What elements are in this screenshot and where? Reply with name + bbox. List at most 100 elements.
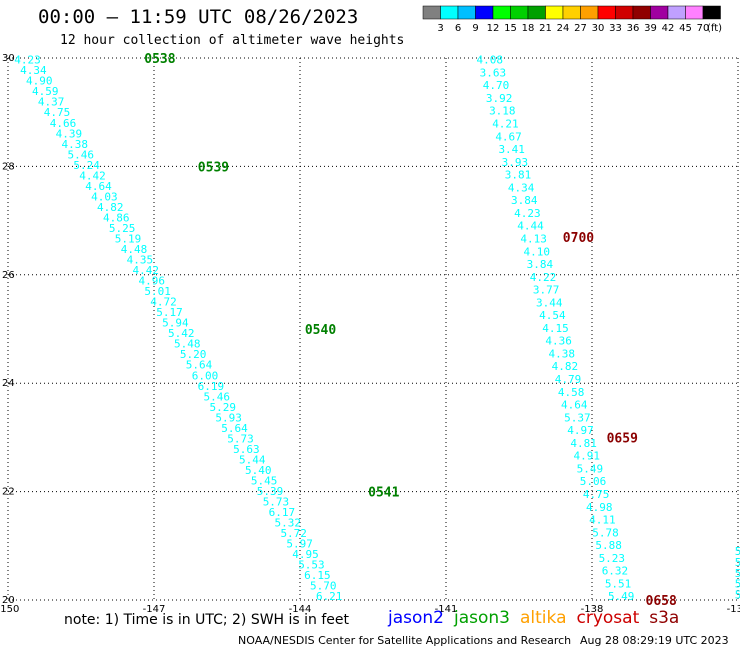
- colorbar-tick-label: 39: [644, 23, 657, 34]
- wave-height-point: 4.82: [97, 201, 124, 214]
- wave-height-point: 4.48: [121, 243, 148, 256]
- wave-height-point: 3.92: [486, 92, 513, 105]
- pass-time-label: 0539: [198, 160, 229, 175]
- wave-height-point: 3.41: [498, 143, 525, 156]
- wave-height-point: 4.34: [508, 181, 535, 194]
- colorbar-tick-label: 6: [455, 23, 461, 34]
- wave-height-point: 4.86: [103, 211, 130, 224]
- pass-time-label: 0700: [563, 231, 594, 246]
- colorbar-tick-label: 42: [662, 23, 675, 34]
- wave-height-point: 5.39: [257, 485, 284, 498]
- wave-height-point: 5.46: [204, 390, 231, 403]
- wave-height-point: 5.88: [595, 539, 622, 552]
- wave-height-point: 5.19: [115, 232, 142, 245]
- wave-height-point: 4.10: [523, 245, 550, 258]
- pass-time-label: 0659: [607, 431, 638, 446]
- wave-height-point: 4.81: [570, 437, 597, 450]
- chart-title: 00:00 – 11:59 UTC 08/26/2023: [38, 6, 359, 28]
- colorbar-tick-label: 9: [472, 23, 478, 34]
- wave-height-point: 5.64: [186, 359, 213, 372]
- wave-height-point: 5.94: [162, 317, 189, 330]
- wave-height-point: 4.35: [127, 254, 154, 267]
- legend-note: note: 1) Time is in UTC; 2) SWH is in fe…: [64, 612, 350, 628]
- x-tick-label: -141: [435, 604, 458, 615]
- wave-height-point: 6.32: [602, 565, 629, 578]
- wave-height-point: 5: [735, 556, 740, 569]
- wave-height-point: 4.11: [589, 514, 616, 527]
- colorbar-swatch: [702, 5, 721, 20]
- wave-height-point: 3.84: [511, 194, 538, 207]
- wave-height-point: 4.82: [552, 360, 579, 373]
- sat-legend-jason3: jason3: [454, 608, 510, 628]
- wave-height-point: 5.45: [251, 474, 278, 487]
- chart-subtitle: 12 hour collection of altimeter wave hei…: [60, 33, 405, 48]
- satellite-legend: jason2 jason3 altika cryosat s3a: [388, 608, 689, 628]
- wave-height-point: 5.44: [239, 453, 266, 466]
- sat-legend-cryosat: cryosat: [576, 608, 640, 628]
- wave-height-point: 4.44: [517, 220, 544, 233]
- sat-legend-s3a: s3a: [649, 608, 680, 628]
- wave-height-point: 6.00: [192, 369, 219, 382]
- wave-height-point: 4.64: [85, 180, 112, 193]
- wave-height-point: 5.32: [275, 517, 302, 530]
- wave-height-point: 3.63: [480, 66, 507, 79]
- wave-height-point: 6.17: [269, 506, 296, 519]
- colorbar-tick-label: 27: [574, 23, 587, 34]
- wave-height-point: 4.95: [292, 548, 319, 561]
- colorbar-legend: 3 6 9 12 15 18 21 24 27 30 33 36 39 42 45 70(ft): [422, 5, 722, 34]
- colorbar-tick-label: 12: [487, 23, 500, 34]
- wave-height-point: 4.91: [574, 450, 601, 463]
- wave-height-point: 5.53: [298, 559, 325, 572]
- wave-height-point: 5.49: [608, 590, 635, 603]
- wave-height-point: 4.21: [492, 118, 519, 131]
- wave-height-point: 5: [735, 545, 740, 558]
- wave-height-point: 4.08: [477, 54, 504, 67]
- wave-height-point: 4.90: [26, 75, 53, 88]
- x-tick-label: -147: [143, 604, 166, 615]
- wave-height-point: 4.98: [586, 501, 613, 514]
- wave-height-point: 4.13: [520, 232, 547, 245]
- wave-height-point: 4.58: [558, 386, 585, 399]
- wave-height-point: 4.42: [133, 264, 160, 277]
- pass-time-label: 0541: [368, 486, 399, 501]
- wave-height-point: 5.93: [215, 411, 242, 424]
- wave-height-point: 5.97: [286, 538, 313, 551]
- colorbar-tick-label: 36: [627, 23, 640, 34]
- wave-height-point: 3.77: [533, 284, 560, 297]
- wave-height-point: 5.24: [73, 159, 100, 172]
- wave-height-point: 4.75: [583, 488, 610, 501]
- wave-height-point: 4.37: [38, 96, 65, 109]
- y-tick-label: 24: [2, 378, 15, 389]
- wave-height-point: 4.54: [539, 309, 566, 322]
- wave-height-point: 5: [735, 589, 740, 602]
- x-tick-label: -150: [0, 604, 19, 615]
- sat-legend-altika: altika: [520, 608, 567, 628]
- wave-height-point: 3.81: [505, 169, 532, 182]
- colorbar-tick-label: 21: [539, 23, 552, 34]
- wave-height-point: 5: [735, 567, 740, 580]
- wave-height-point: 4.39: [56, 127, 83, 140]
- wave-height-point: 5.63: [233, 443, 260, 456]
- wave-height-point: 5.73: [263, 496, 290, 509]
- colorbar-tick-label: 24: [557, 23, 570, 34]
- wave-height-point: 3.93: [502, 156, 529, 169]
- wave-height-point: 6.21: [316, 590, 343, 603]
- sat-legend-jason2: jason2: [388, 608, 444, 628]
- wave-height-point: 4.97: [567, 424, 594, 437]
- wave-height-point: 4.64: [561, 399, 588, 412]
- wave-height-point: 5.40: [245, 464, 272, 477]
- wave-height-point: 5.48: [174, 338, 201, 351]
- y-tick-label: 30: [2, 53, 15, 64]
- wave-height-point: 4.70: [483, 79, 510, 92]
- wave-height-point: 4.38: [62, 138, 89, 151]
- colorbar-unit-label: (ft): [707, 23, 722, 34]
- footer-credit: NOAA/NESDIS Center for Satellite Applica…: [238, 634, 572, 647]
- colorbar-tick-label: 15: [504, 23, 517, 34]
- wave-height-point: 6.15: [304, 569, 331, 582]
- wave-height-point: 5.17: [156, 306, 183, 319]
- y-tick-label: 22: [2, 487, 15, 498]
- wave-height-point: 4.72: [150, 296, 177, 309]
- wave-height-point: 5.42: [168, 327, 195, 340]
- wave-height-point: 4.42: [79, 169, 106, 182]
